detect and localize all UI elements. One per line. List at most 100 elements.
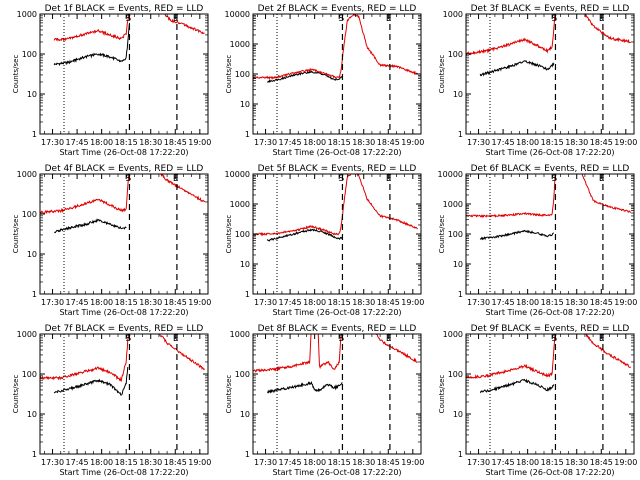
marker-label: E	[173, 174, 179, 184]
plot-frame	[465, 13, 635, 135]
y-tick-label: 100	[235, 70, 250, 79]
x-tick-label: 18:30	[352, 298, 375, 307]
y-tick-label: 10	[453, 260, 463, 269]
y-axis-label: Counts/sec	[225, 215, 233, 254]
marker-label: E	[599, 334, 605, 344]
x-tick-label: 18:45	[377, 298, 400, 307]
x-tick-label: 17:45	[66, 458, 89, 467]
y-tick-label: 100	[235, 230, 250, 239]
y-tick-label: 1000	[17, 170, 37, 179]
x-tick-label: 19:00	[401, 298, 424, 307]
x-tick-label: 19:00	[614, 458, 637, 467]
x-tick-label: 18:45	[590, 458, 613, 467]
x-tick-label: 18:30	[352, 138, 375, 147]
y-tick-label: 1000	[230, 40, 250, 49]
marker-label: S	[551, 334, 557, 344]
y-tick-label: 10	[27, 250, 37, 259]
x-tick-label: 18:00	[90, 458, 113, 467]
marker-label: E	[173, 334, 179, 344]
x-tick-label: 18:00	[303, 138, 326, 147]
y-tick-label: 1000	[443, 10, 463, 19]
x-tick-label: 18:15	[328, 138, 351, 147]
x-tick-label: 18:15	[328, 298, 351, 307]
x-tick-label: 18:15	[115, 458, 138, 467]
x-tick-label: 18:45	[590, 138, 613, 147]
x-tick-label: 18:45	[164, 298, 187, 307]
y-tick-label: 1	[245, 290, 250, 299]
panel-title: Det 9f BLACK = Events, RED = LLD	[471, 324, 630, 334]
y-tick-label: 1000	[17, 10, 37, 19]
x-tick-label: 17:45	[66, 138, 89, 147]
x-axis-label: Start Time (26-Oct-08 17:22:20)	[272, 468, 401, 477]
series-events	[53, 22, 130, 67]
y-tick-label: 1	[458, 290, 463, 299]
x-tick-label: 19:00	[188, 298, 211, 307]
panel-title: Det 6f BLACK = Events, RED = LLD	[471, 164, 630, 174]
y-axis-label: Counts/sec	[225, 55, 233, 94]
x-tick-label: 18:30	[139, 298, 162, 307]
y-tick-label: 10	[27, 90, 37, 99]
x-tick-label: 17:30	[41, 138, 64, 147]
x-tick-label: 19:00	[188, 458, 211, 467]
y-tick-label: 1000	[443, 330, 463, 339]
y-tick-label: 10	[240, 410, 250, 419]
x-tick-label: 18:15	[541, 298, 564, 307]
x-tick-label: 18:00	[303, 298, 326, 307]
y-tick-label: 1000	[443, 200, 463, 209]
x-axis-label: Start Time (26-Oct-08 17:22:20)	[485, 468, 614, 477]
plot-frame	[39, 13, 209, 135]
x-tick-label: 18:15	[328, 458, 351, 467]
marker-label: E	[599, 14, 605, 24]
x-tick-label: 17:30	[467, 458, 490, 467]
series-events	[266, 70, 343, 83]
y-tick-label: 1000	[230, 330, 250, 339]
series-events	[53, 366, 129, 396]
marker-label: S	[125, 174, 131, 184]
panel-title: Det 8f BLACK = Events, RED = LLD	[258, 324, 417, 334]
x-tick-label: 18:15	[541, 458, 564, 467]
marker-label: E	[599, 174, 605, 184]
x-tick-label: 17:45	[279, 138, 302, 147]
x-tick-label: 18:30	[565, 298, 588, 307]
y-tick-label: 10	[453, 410, 463, 419]
panel-title: Det 2f BLACK = Events, RED = LLD	[258, 4, 417, 14]
x-tick-label: 18:30	[139, 458, 162, 467]
x-tick-label: 17:30	[41, 458, 64, 467]
y-axis-label: Counts/sec	[438, 55, 446, 94]
y-tick-label: 10000	[225, 170, 250, 179]
x-tick-label: 17:45	[492, 458, 515, 467]
x-tick-label: 18:45	[377, 458, 400, 467]
x-tick-label: 19:00	[188, 138, 211, 147]
x-tick-label: 17:45	[492, 298, 515, 307]
y-axis-label: Counts/sec	[438, 375, 446, 414]
x-axis-label: Start Time (26-Oct-08 17:22:20)	[485, 308, 614, 317]
marker-label: S	[338, 334, 344, 344]
x-tick-label: 17:30	[254, 138, 277, 147]
series-events	[266, 228, 343, 242]
panel-title: Det 4f BLACK = Events, RED = LLD	[45, 164, 204, 174]
series-events	[479, 229, 555, 241]
y-tick-label: 100	[448, 230, 463, 239]
marker-label: E	[386, 14, 392, 24]
y-tick-label: 1000	[230, 200, 250, 209]
x-tick-label: 17:30	[254, 458, 277, 467]
y-tick-label: 1000	[17, 330, 37, 339]
y-tick-label: 100	[22, 50, 37, 59]
x-tick-label: 17:45	[279, 298, 302, 307]
plot-frame	[252, 13, 422, 135]
x-axis-label: Start Time (26-Oct-08 17:22:20)	[59, 468, 188, 477]
x-tick-label: 17:45	[279, 458, 302, 467]
panel-title: Det 7f BLACK = Events, RED = LLD	[45, 324, 204, 334]
y-tick-label: 10	[240, 100, 250, 109]
y-tick-label: 100	[22, 370, 37, 379]
panel-title: Det 1f BLACK = Events, RED = LLD	[45, 4, 204, 14]
x-tick-label: 17:45	[492, 138, 515, 147]
plot-frame	[465, 173, 635, 295]
